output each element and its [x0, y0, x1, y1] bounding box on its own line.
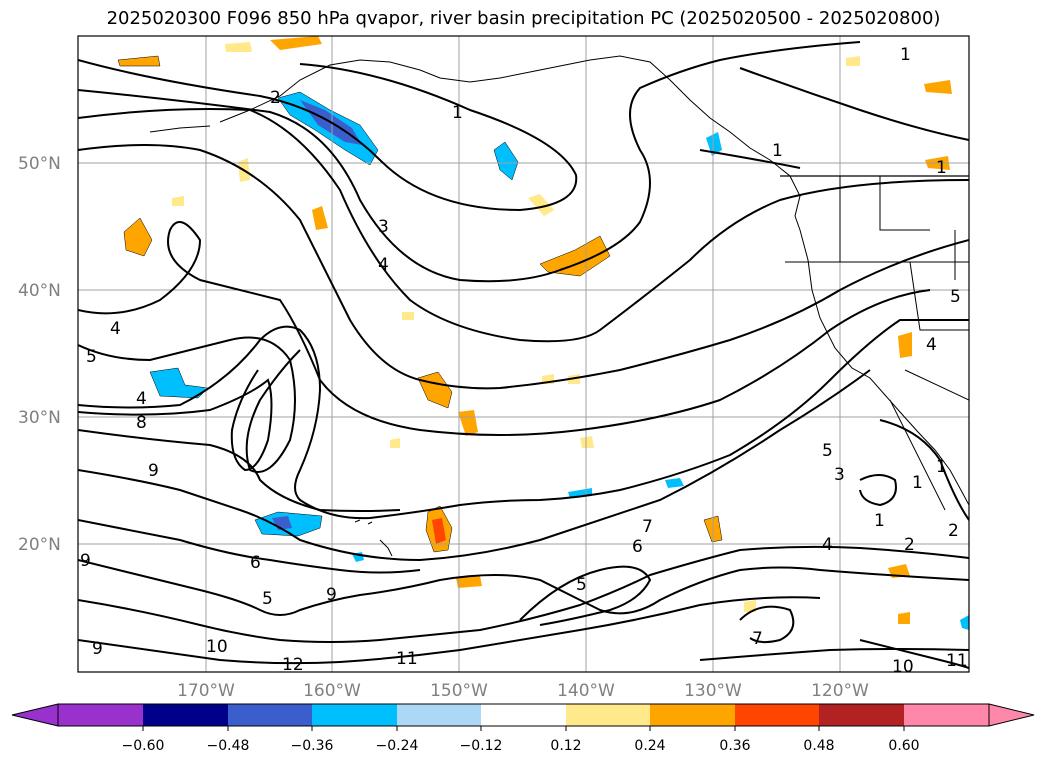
map-panel — [78, 36, 969, 672]
lat-label-50n: 50°N — [18, 154, 61, 174]
lon-label-170w: 170°W — [177, 681, 235, 701]
qvapor-contours — [78, 41, 969, 669]
contour-label: 10 — [206, 637, 228, 657]
contour-label: 1 — [936, 457, 947, 477]
colorbar-tick-label: −0.36 — [291, 738, 334, 754]
contour-label: 4 — [378, 255, 389, 275]
contour-label: 5 — [86, 347, 97, 367]
contour-label: 12 — [282, 655, 304, 675]
contour-label: 1 — [874, 511, 885, 531]
contour-label: 9 — [80, 551, 91, 571]
colorbar-segment — [58, 704, 143, 726]
contour-label: 1 — [900, 45, 911, 65]
colorbar-segment — [904, 704, 989, 726]
colorbar-segment — [650, 704, 735, 726]
contour-label: 7 — [642, 517, 653, 537]
colorbar-segment — [397, 704, 481, 726]
contour-label: 11 — [396, 649, 418, 669]
contour-label: 5 — [576, 575, 587, 595]
contour-label: 9 — [148, 461, 159, 481]
lat-label-40n: 40°N — [18, 281, 61, 301]
lon-label-140w: 140°W — [557, 681, 615, 701]
map-frame — [77, 35, 970, 673]
colorbar-tick-label: 0.36 — [719, 738, 750, 754]
coastlines — [149, 55, 969, 557]
colorbar-tick-label: 0.60 — [888, 738, 919, 754]
contour-label: 1 — [912, 473, 923, 493]
colorbar-tick-label: −0.24 — [376, 738, 419, 754]
latitude-labels: 50°N 40°N 30°N 20°N — [18, 154, 61, 555]
contour-label: 4 — [926, 335, 937, 355]
contour-label: 8 — [136, 413, 147, 433]
colorbar: −0.60 −0.48 −0.36 −0.24 −0.12 0.12 0.24 … — [11, 703, 1035, 754]
contour-label: 3 — [834, 465, 845, 485]
contour-label: 9 — [92, 639, 103, 659]
colorbar-tick-label: −0.60 — [122, 738, 165, 754]
colorbar-tick-label: 0.48 — [803, 738, 834, 754]
lon-label-120w: 120°W — [811, 681, 869, 701]
contour-label: 4 — [822, 535, 833, 555]
contour-label: 2 — [904, 535, 915, 555]
contour-label: 3 — [378, 217, 389, 237]
contour-label: 6 — [632, 537, 643, 557]
lat-label-20n: 20°N — [18, 535, 61, 555]
contour-label: 5 — [262, 589, 273, 609]
contour-label: 10 — [892, 657, 914, 677]
colorbar-segment — [143, 704, 228, 726]
shaded-anomalies — [117, 36, 969, 630]
colorbar-segment — [228, 704, 312, 726]
contour-label: 5 — [950, 287, 961, 307]
lon-label-160w: 160°W — [303, 681, 361, 701]
contour-label: 4 — [136, 389, 147, 409]
colorbar-tick-label: −0.12 — [460, 738, 503, 754]
colorbar-segment — [566, 704, 650, 726]
colorbar-extend-high — [988, 703, 1035, 727]
colorbar-extend-low — [11, 703, 59, 727]
contour-label: 9 — [326, 585, 337, 605]
lon-label-150w: 150°W — [430, 681, 488, 701]
contour-labels: 2 1 1 1 1 3 4 4 4 4 5 5 5 5 6 6 7 7 8 9 … — [80, 45, 968, 677]
colorbar-tick-label: −0.48 — [207, 738, 250, 754]
contour-label: 11 — [946, 651, 968, 671]
lat-label-30n: 30°N — [18, 408, 61, 428]
lon-label-130w: 130°W — [684, 681, 742, 701]
longitude-labels: 170°W 160°W 150°W 140°W 130°W 120°W — [177, 681, 869, 701]
colorbar-segment — [819, 704, 904, 726]
map-title: 2025020300 F096 850 hPa qvapor, river ba… — [106, 8, 941, 29]
colorbar-segment — [312, 704, 397, 726]
colorbar-tick-label: 0.24 — [634, 738, 665, 754]
colorbar-tick-label: 0.12 — [550, 738, 581, 754]
contour-label: 1 — [452, 103, 463, 123]
contour-label: 5 — [822, 441, 833, 461]
contour-label: 1 — [772, 141, 783, 161]
colorbar-segment — [735, 704, 819, 726]
colorbar-segment — [481, 704, 566, 726]
contour-label: 2 — [948, 521, 959, 541]
contour-label: 7 — [752, 629, 763, 649]
contour-label: 6 — [250, 553, 261, 573]
contour-label: 4 — [110, 319, 121, 339]
contour-label: 1 — [936, 158, 947, 178]
contour-label: 2 — [270, 88, 281, 108]
